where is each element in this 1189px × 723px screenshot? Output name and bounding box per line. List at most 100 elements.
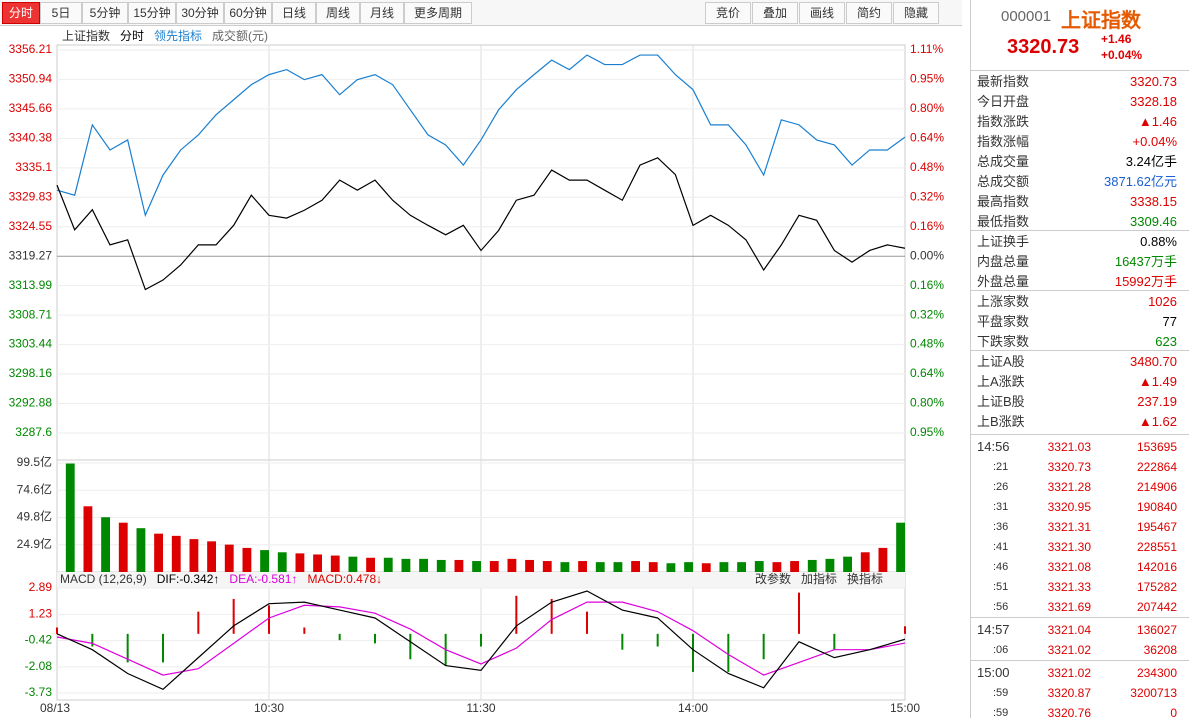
- quote-label: 总成交额: [977, 174, 1030, 189]
- quote-value: 3.24亿手: [1125, 154, 1177, 169]
- series-line: [56, 601, 906, 676]
- x-tick-label: 11:30: [466, 701, 495, 715]
- y-tick-label: 3292.88: [9, 396, 53, 410]
- trade-time: 15:00: [977, 665, 1010, 680]
- volume-bar: [189, 539, 199, 572]
- trade-price: 3321.04: [1047, 623, 1091, 637]
- quote-value: 16437万手: [1114, 254, 1177, 269]
- trade-volume: 153695: [1136, 440, 1177, 454]
- volume-bar: [807, 559, 817, 572]
- tool-button[interactable]: 竞价: [705, 2, 751, 24]
- volume-bar: [684, 562, 693, 572]
- trade-row: :41 3321.30 228551: [971, 537, 1185, 557]
- volume-bar: [896, 522, 905, 572]
- quote-row: 下跌家数 623: [971, 332, 1185, 352]
- pct-label: 0.16%: [910, 219, 944, 233]
- trade-time: :59: [993, 707, 1009, 719]
- y-tick-label: 3303.44: [9, 337, 53, 351]
- volume-bar: [631, 561, 640, 572]
- trade-volume: 234300: [1136, 666, 1177, 680]
- series-line: [56, 590, 906, 691]
- toolbar: 分时 5日 5分钟 15分钟 30分钟 60分钟 日线 周线 月线 更多周期 竞价 叠加 画线 简约 隐藏: [0, 0, 962, 26]
- period-tab[interactable]: 60分钟: [224, 2, 272, 24]
- y-tick-label: 3340.38: [9, 131, 53, 145]
- period-tab[interactable]: 5日: [40, 2, 82, 24]
- volume-bar: [101, 517, 110, 572]
- y-tick-label: 3308.71: [9, 307, 53, 321]
- quote-value: 77: [1162, 314, 1177, 329]
- trade-price: 3320.95: [1047, 500, 1091, 514]
- period-tab[interactable]: 月线: [360, 2, 404, 24]
- trade-price: 3321.33: [1047, 580, 1091, 594]
- quote-row: 外盘总量 15992万手: [971, 272, 1185, 292]
- quote-row: 上证B股 237.19: [971, 392, 1185, 412]
- quote-label: 最低指数: [977, 214, 1030, 229]
- quote-value: 3320.73: [1130, 74, 1177, 89]
- period-tab[interactable]: 15分钟: [128, 2, 176, 24]
- period-tab[interactable]: 更多周期: [404, 2, 472, 24]
- period-tab[interactable]: 30分钟: [176, 2, 224, 24]
- y-tick-label: 3298.16: [9, 366, 53, 380]
- volume-bar: [401, 558, 411, 572]
- trade-time: :51: [993, 581, 1009, 593]
- volume-bar: [878, 547, 888, 572]
- volume-bar: [507, 558, 517, 572]
- period-tab[interactable]: 5分钟: [82, 2, 128, 24]
- macd-button[interactable]: 改参数: [755, 571, 791, 586]
- stock-pct: +0.04%: [1101, 48, 1143, 62]
- trade-row: :51 3321.33 175282: [971, 577, 1185, 597]
- y-tick-label: 3356.21: [9, 42, 53, 56]
- separator: [971, 617, 1189, 618]
- volume-bar: [595, 562, 605, 572]
- quote-row: 上B涨跌 ▲1.62: [971, 412, 1185, 432]
- trade-volume: 222864: [1136, 460, 1177, 474]
- separator: [971, 434, 1189, 435]
- volume-bar: [666, 563, 676, 572]
- volume-bar: [472, 561, 481, 572]
- volume-bar: [772, 562, 782, 572]
- quote-value: 237.19: [1137, 394, 1177, 409]
- tool-button[interactable]: 叠加: [752, 2, 798, 24]
- quote-value: 3338.15: [1130, 194, 1177, 209]
- period-tab[interactable]: 周线: [316, 2, 360, 24]
- tool-button[interactable]: 简约: [846, 2, 892, 24]
- quote-value: 623: [1155, 334, 1177, 349]
- trade-time: :59: [993, 687, 1009, 699]
- series-line: [56, 157, 906, 291]
- volume-bar: [701, 563, 711, 572]
- macd-button[interactable]: 加指标: [801, 571, 837, 586]
- period-tab[interactable]: 日线: [272, 2, 316, 24]
- trade-row: 14:56 3321.03 153695: [971, 437, 1185, 457]
- volume-bar: [295, 553, 305, 572]
- trade-volume: 36208: [1143, 643, 1177, 657]
- pct-label: 0.32%: [910, 307, 944, 321]
- quote-label: 下跌家数: [977, 334, 1030, 349]
- trade-time: :56: [993, 601, 1009, 613]
- pct-label: 0.00%: [910, 248, 944, 262]
- pct-label: 0.80%: [910, 101, 944, 115]
- trade-price: 3321.02: [1047, 666, 1091, 680]
- trade-row: :36 3321.31 195467: [971, 517, 1185, 537]
- y-tick-label: 2.89: [29, 580, 53, 594]
- trade-volume: 175282: [1136, 580, 1177, 594]
- quote-row: 总成交量 3.24亿手: [971, 152, 1185, 172]
- pct-label: 0.32%: [910, 189, 944, 203]
- trade-row: :21 3320.73 222864: [971, 457, 1185, 477]
- volume-bar: [719, 562, 729, 572]
- quote-row: 上证A股 3480.70: [971, 352, 1185, 372]
- trade-volume: 142016: [1136, 560, 1177, 574]
- trade-time: :41: [993, 541, 1009, 553]
- trade-price: 3320.87: [1047, 686, 1091, 700]
- volume-bar: [489, 561, 499, 572]
- macd-button[interactable]: 换指标: [847, 571, 883, 586]
- tool-button[interactable]: 隐藏: [893, 2, 939, 24]
- y-tick-label: 74.6亿: [17, 481, 52, 496]
- quote-value: ▲1.49: [1138, 374, 1177, 389]
- separator: [971, 350, 1189, 351]
- volume-bar: [154, 533, 163, 572]
- period-tab[interactable]: 分时: [2, 2, 40, 24]
- quote-value: 3480.70: [1130, 354, 1177, 369]
- pct-label: 0.95%: [910, 425, 944, 439]
- tool-button[interactable]: 画线: [799, 2, 845, 24]
- quote-value: 3309.46: [1130, 214, 1177, 229]
